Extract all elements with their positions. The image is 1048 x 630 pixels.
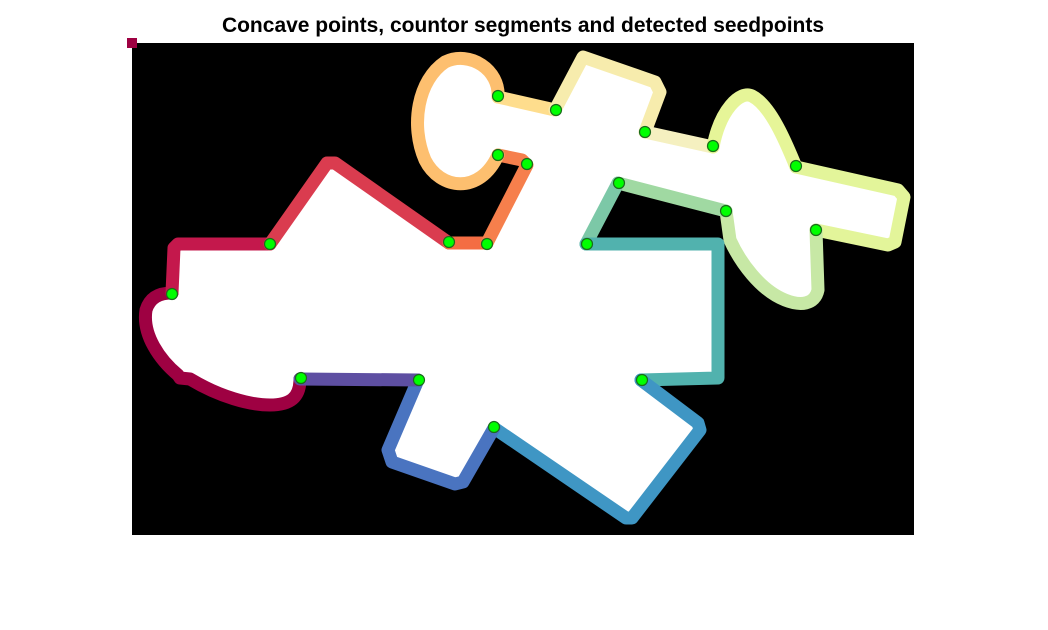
contour-segment-7 xyxy=(491,90,562,117)
contour-segment-3 xyxy=(263,156,456,251)
contour-segment-17 xyxy=(381,373,501,491)
contour-segment-10 xyxy=(706,88,803,174)
seedpoint xyxy=(612,176,626,190)
shape-fill xyxy=(145,55,903,519)
contour-segment-15 xyxy=(579,237,725,387)
contour-segment-11 xyxy=(789,160,911,252)
seedpoint xyxy=(635,373,649,387)
corner-marker xyxy=(127,38,137,48)
seedpoint xyxy=(789,159,803,173)
seedpoint xyxy=(520,157,534,171)
figure-title: Concave points, countor segments and det… xyxy=(221,14,825,37)
seedpoint xyxy=(719,204,733,218)
seedpoint xyxy=(580,237,594,251)
contour-segment-14 xyxy=(579,176,625,251)
contour-segment-9 xyxy=(638,125,720,154)
seedpoint xyxy=(549,103,563,117)
seedpoint xyxy=(491,148,505,162)
contour-segment-8 xyxy=(548,50,667,139)
seedpoint xyxy=(491,89,505,103)
contour-segment-18 xyxy=(293,372,425,387)
seedpoints xyxy=(165,89,823,434)
contour-segment-16 xyxy=(487,373,707,525)
contour-segment-1 xyxy=(138,286,307,412)
seedpoint xyxy=(706,139,720,153)
contour-segment-2 xyxy=(165,237,277,300)
contour-segment-12 xyxy=(719,204,825,310)
seedpoint xyxy=(263,237,277,251)
seedpoint xyxy=(294,371,308,385)
seedpoint xyxy=(480,237,494,251)
seedpoint xyxy=(487,420,501,434)
seedpoint xyxy=(412,373,426,387)
seedpoint xyxy=(165,287,179,301)
contour-segment-6 xyxy=(411,51,505,191)
seedpoint xyxy=(809,223,823,237)
contour-segment-13 xyxy=(611,176,733,218)
seedpoint xyxy=(638,125,652,139)
seedpoint xyxy=(442,235,456,249)
